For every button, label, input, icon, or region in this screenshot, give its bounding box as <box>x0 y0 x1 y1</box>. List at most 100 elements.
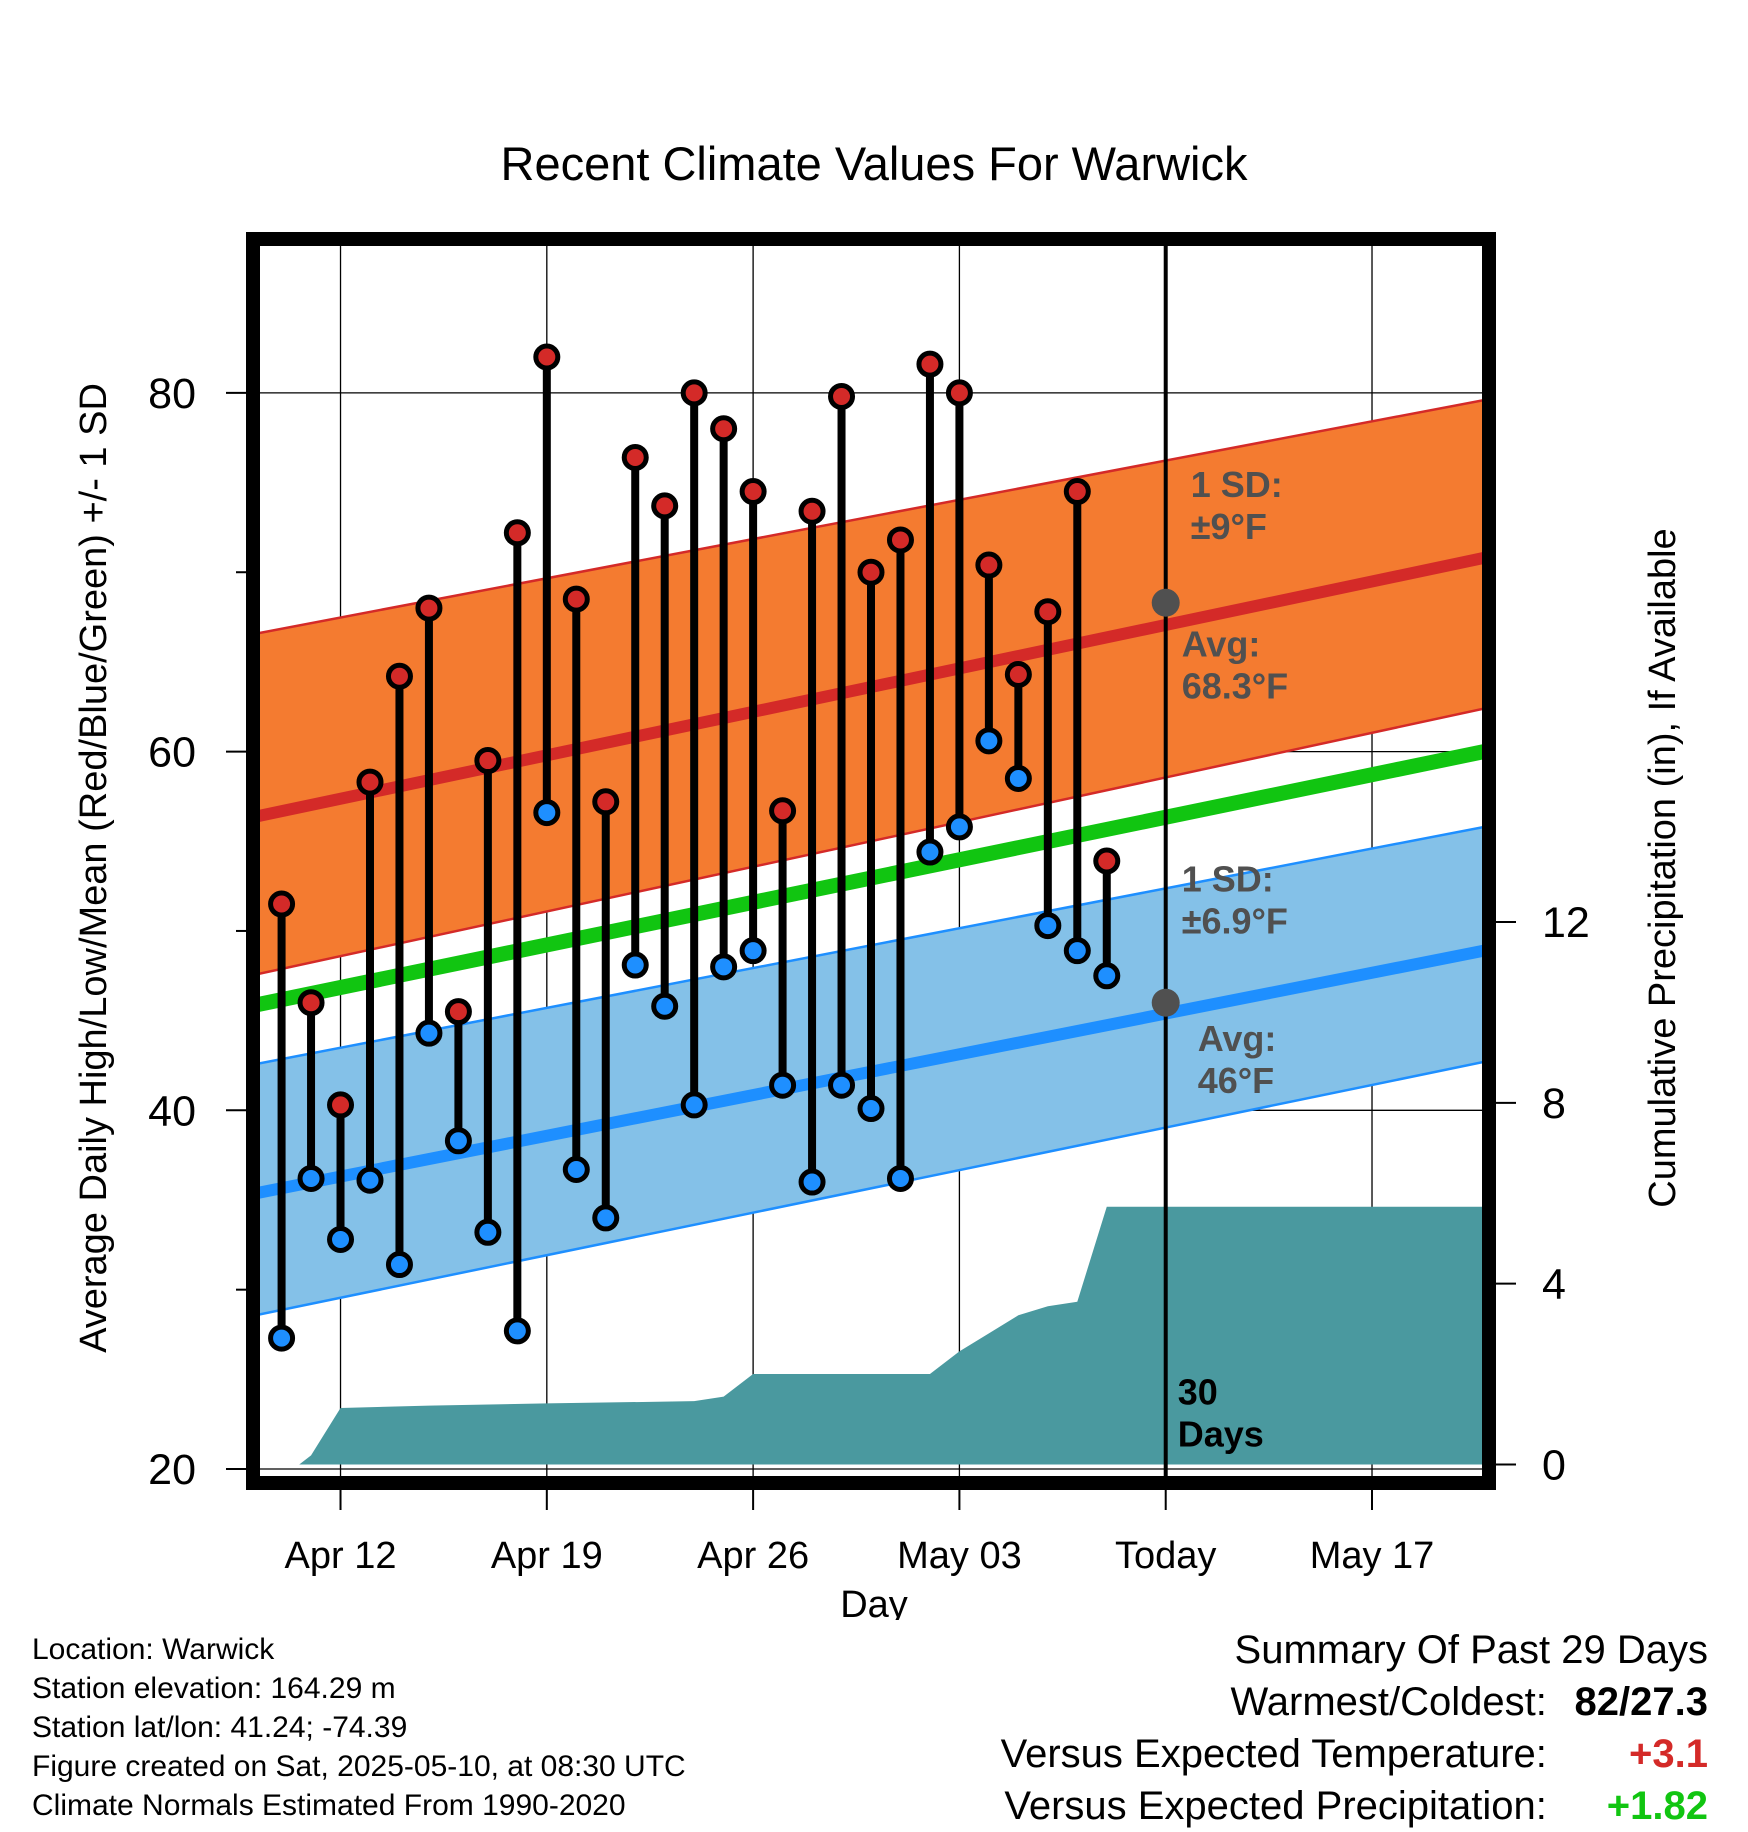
y-axis-label: Average Daily High/Low/Mean (Red/Blue/Gr… <box>73 383 115 1353</box>
low-point <box>680 1091 708 1119</box>
latlon-text: Station lat/lon: 41.24; -74.39 <box>32 1711 408 1744</box>
high-point <box>1034 598 1062 626</box>
precip-anomaly-value: +1.82 <box>1606 1784 1708 1828</box>
low-point <box>769 1071 797 1099</box>
location-text: Location: Warwick <box>32 1633 275 1666</box>
axes: Apr 12 Apr 19 Apr 26 May 03 Today May 1720406… <box>148 232 1590 1577</box>
normals-text: Climate Normals Estimated From 1990-2020 <box>32 1789 626 1822</box>
high-point <box>798 497 826 525</box>
low-point <box>592 1204 620 1232</box>
x-tick-label: May 03 <box>897 1535 1022 1577</box>
low-point <box>945 813 973 841</box>
low-point <box>503 1317 531 1345</box>
high-point <box>916 350 944 378</box>
low-band-lower-edge <box>258 1060 1484 1317</box>
high-point <box>562 585 590 613</box>
low-sd-annotation: 1 SD: ±6.9°F <box>1182 858 1288 941</box>
station-info: Location: Warwick Station elevation: 164… <box>32 1630 686 1825</box>
high-point <box>621 443 649 471</box>
temp-anomaly-label: Versus Expected Temperature: <box>1000 1732 1547 1776</box>
summary-temp-row: Versus Expected Temperature: +3.1 <box>1001 1728 1708 1780</box>
precip-anomaly-label: Versus Expected Precipitation: <box>1004 1784 1547 1828</box>
low-sd-annotation-line: ±6.9°F <box>1182 900 1288 941</box>
x-tick-label: Apr 12 <box>285 1535 397 1577</box>
low-point <box>1004 764 1032 792</box>
high-sd-annotation-line: 1 SD: <box>1191 464 1283 505</box>
low-point <box>1093 962 1121 990</box>
summary-panel: Summary Of Past 29 Days Warmest/Coldest:… <box>1001 1624 1708 1832</box>
low-avg-marker <box>1151 988 1180 1017</box>
plot-frame <box>246 232 1496 1490</box>
low-point <box>1063 937 1091 965</box>
high-point <box>680 379 708 407</box>
summary-warmest-row: Warmest/Coldest: 82/27.3 <box>1001 1676 1709 1728</box>
high-point <box>327 1091 355 1119</box>
y2-tick-label: 0 <box>1542 1441 1566 1489</box>
x-tick-label: Apr 26 <box>697 1535 809 1577</box>
low-point <box>710 953 738 981</box>
precip-area <box>258 1206 1484 1465</box>
x-tick-label: May 17 <box>1310 1535 1435 1577</box>
high-point <box>1063 478 1091 506</box>
high-point <box>828 382 856 410</box>
elevation-text: Station elevation: 164.29 m <box>32 1672 396 1705</box>
high-point <box>945 379 973 407</box>
low-point <box>886 1164 914 1192</box>
low-point <box>651 992 679 1020</box>
summary-precip-row: Versus Expected Precipitation: +1.82 <box>1001 1780 1708 1832</box>
y-tick-label: 60 <box>148 729 196 777</box>
high-point <box>533 343 561 371</box>
high-point <box>857 558 885 586</box>
y-tick-label: 20 <box>148 1446 196 1494</box>
low-avg-annotation-line: Avg: <box>1198 1018 1277 1059</box>
warmest-value: 82/27.3 <box>1574 1680 1708 1724</box>
low-point <box>828 1071 856 1099</box>
high-point <box>886 526 914 554</box>
low-point <box>327 1225 355 1253</box>
today-days-label-line: 30 <box>1178 1371 1218 1412</box>
low-point <box>444 1127 472 1155</box>
high-point <box>769 797 797 825</box>
high-point <box>975 551 1003 579</box>
high-avg-annotation-line: Avg: <box>1182 624 1261 665</box>
high-avg-annotation: Avg: 68.3°F <box>1182 624 1288 707</box>
high-point <box>444 998 472 1026</box>
high-point <box>503 519 531 547</box>
low-point <box>739 937 767 965</box>
y2-tick-label: 8 <box>1542 1080 1566 1128</box>
high-point <box>356 768 384 796</box>
high-point <box>710 415 738 443</box>
low-point <box>798 1168 826 1196</box>
summary-title: Summary Of Past 29 Days <box>1234 1628 1708 1672</box>
high-point <box>415 594 443 622</box>
high-point <box>592 788 620 816</box>
low-sd-annotation-line: 1 SD: <box>1182 858 1274 899</box>
y2-axis-label: Cumulative Precipitation (in), If Availa… <box>1642 528 1684 1207</box>
high-point <box>385 662 413 690</box>
low-point <box>975 727 1003 755</box>
today-days-label: 30 Days <box>1178 1371 1264 1454</box>
today-days-label-line: Days <box>1178 1413 1264 1454</box>
low-point <box>621 951 649 979</box>
x-tick-label: Apr 19 <box>491 1535 603 1577</box>
y2-tick-label: 12 <box>1542 899 1590 947</box>
low-point <box>297 1164 325 1192</box>
y2-tick-label: 4 <box>1542 1261 1566 1309</box>
high-point <box>739 478 767 506</box>
high-point <box>1004 660 1032 688</box>
low-point <box>268 1324 296 1352</box>
low-point <box>415 1019 443 1047</box>
low-avg-annotation: Avg: 46°F <box>1198 1018 1277 1101</box>
high-avg-marker <box>1151 588 1180 617</box>
high-avg-annotation-line: 68.3°F <box>1182 666 1288 707</box>
climate-chart: Recent Climate Values For Warwick 1 SD: ±… <box>73 137 1684 1620</box>
x-axis-label: Day <box>840 1584 908 1620</box>
high-sd-annotation-line: ±9°F <box>1191 506 1267 547</box>
x-tick-label: Today <box>1115 1535 1216 1577</box>
y-tick-label: 40 <box>148 1087 196 1135</box>
warmest-label: Warmest/Coldest: <box>1230 1680 1547 1724</box>
low-point <box>356 1166 384 1194</box>
high-sd-annotation: 1 SD: ±9°F <box>1191 464 1283 547</box>
temp-anomaly-value: +3.1 <box>1629 1732 1708 1776</box>
low-point <box>385 1251 413 1279</box>
